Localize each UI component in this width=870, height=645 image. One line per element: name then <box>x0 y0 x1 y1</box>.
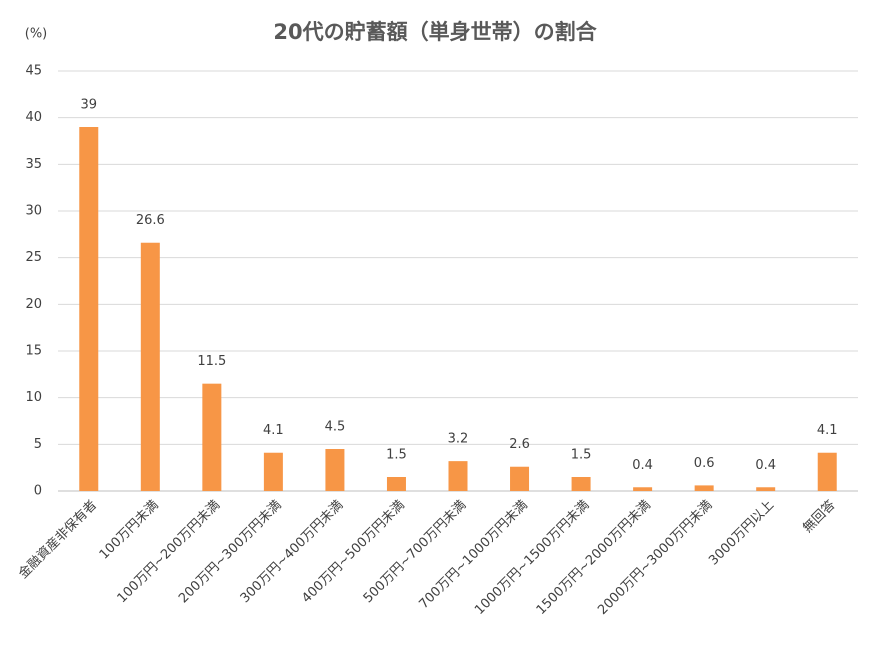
x-tick-label: 2000万円~3000万円未満 <box>595 498 715 618</box>
x-tick-label: 200万円~300万円未満 <box>176 498 285 607</box>
y-tick-label: 30 <box>25 204 42 219</box>
bar <box>633 487 653 491</box>
bar <box>694 485 714 491</box>
y-tick-label: 45 <box>25 64 42 79</box>
x-tick-label: 100万円未満 <box>97 498 162 563</box>
y-tick-label: 0 <box>34 484 42 499</box>
data-label: 26.6 <box>136 213 165 228</box>
data-label: 0.4 <box>632 458 653 473</box>
bar <box>79 127 99 491</box>
x-tick-label: 500万円~700万円未満 <box>361 498 470 607</box>
data-label: 4.5 <box>325 420 346 435</box>
bar <box>202 383 222 491</box>
y-tick-label: 10 <box>25 390 42 405</box>
data-label: 4.1 <box>263 423 284 438</box>
x-tick-label: 300万円~400万円未満 <box>238 498 347 607</box>
y-tick-label: 35 <box>25 157 42 172</box>
data-label: 1.5 <box>571 448 592 463</box>
bar <box>448 461 468 491</box>
data-label: 0.4 <box>755 458 776 473</box>
x-tick-label: 400万円~500万円未満 <box>299 498 408 607</box>
bar <box>756 487 776 491</box>
x-tick-label: 3000万円以上 <box>706 498 777 569</box>
data-label: 2.6 <box>509 437 530 452</box>
x-tick-label: 1000万円~1500万円未満 <box>472 498 592 618</box>
data-label: 1.5 <box>386 448 407 463</box>
bar <box>325 449 345 491</box>
data-label: 0.6 <box>694 456 715 471</box>
bar <box>510 466 530 491</box>
bar <box>386 477 406 491</box>
y-tick-label: 40 <box>25 110 42 125</box>
bar <box>140 242 160 491</box>
bar <box>817 452 837 491</box>
bar <box>571 477 591 491</box>
data-label: 4.1 <box>817 423 838 438</box>
y-tick-label: 25 <box>25 250 42 265</box>
data-label: 11.5 <box>197 354 226 369</box>
y-tick-label: 15 <box>25 344 42 359</box>
x-tick-label: 無回答 <box>800 497 839 536</box>
y-tick-label: 5 <box>34 437 42 452</box>
y-tick-label: 20 <box>25 297 42 312</box>
x-tick-label: 金融資産非保有者 <box>15 497 100 582</box>
x-tick-label: 1500万円~2000万円未満 <box>534 498 654 618</box>
x-tick-label: 100万円~200万円未満 <box>115 498 224 607</box>
x-tick-label: 700万円~1000万円未満 <box>416 498 530 612</box>
y-axis-label: (%) <box>25 27 48 42</box>
data-label: 3.2 <box>448 432 469 447</box>
chart-title: 20代の貯蓄額（単身世帯）の割合 <box>273 20 597 44</box>
data-label: 39 <box>80 98 97 113</box>
bar <box>263 452 283 491</box>
